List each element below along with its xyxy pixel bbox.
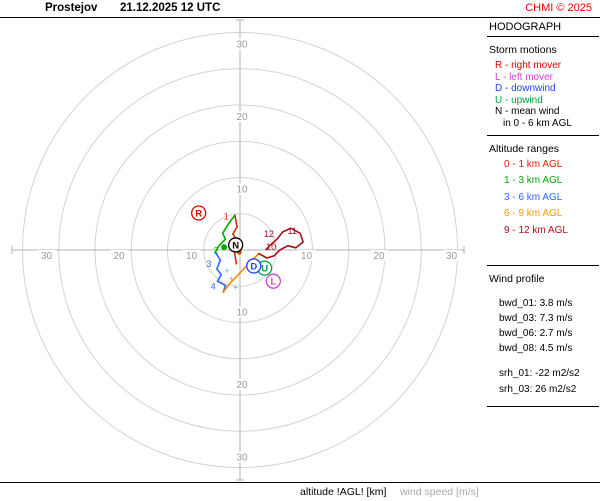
altitude-axis-label: altitude !AGL! [km] [300, 486, 387, 498]
ring-tick-label: 30 [236, 40, 248, 51]
info-panel: HODOGRAPH Storm motions R - right mover L… [487, 18, 599, 481]
header-bar: Prostejov 21.12.2025 12 UTC CHMI © 2025 [0, 0, 600, 18]
wind-speed-axis-label: wind speed [m/s] [400, 486, 479, 498]
ring-tick-label: 10 [301, 251, 313, 262]
bwd-value: bwd_01: 3.8 m/s [499, 298, 573, 309]
altitude-label: 11 [288, 226, 297, 236]
tick-label-bg [233, 451, 251, 463]
mean-wind-note: in 0 - 6 km AGL [503, 117, 572, 129]
altitude-label: 4 [211, 281, 216, 291]
ring-tick-label: 20 [373, 251, 385, 262]
srh-list: srh_01: -22 m2/s2 srh_03: 26 m2/s2 [487, 366, 599, 398]
tick-label-bg [37, 250, 56, 261]
ring-tick-label: 10 [236, 185, 248, 196]
altitude-label: 10 [266, 242, 276, 252]
srh-value: srh_01: -22 m2/s2 [499, 368, 580, 379]
tick-label-bg [233, 183, 251, 195]
storm-motions-list: R - right mover L - left mover D - downwin… [487, 60, 599, 118]
bwd-value: bwd_06: 2.7 m/s [499, 328, 573, 339]
ring-tick-label: 20 [113, 251, 125, 262]
bwd-list: bwd_01: 3.8 m/s bwd_03: 7.3 m/s bwd_06: 2.… [487, 296, 599, 356]
ring-tick-label: 30 [236, 453, 248, 464]
tick-label-bg [370, 250, 388, 261]
tick-label-bg [233, 38, 251, 50]
tick-label-bg [233, 306, 251, 318]
copyright-notice: CHMI © 2025 [525, 2, 592, 14]
wind-profile-heading: Wind profile [489, 273, 545, 285]
tick-label-bg [233, 111, 251, 122]
ring-tick-label: 10 [236, 308, 248, 319]
altitude-range-item: 6 - 9 km AGL [504, 208, 563, 219]
tick-label-bg [297, 250, 316, 261]
tick-label-bg [110, 250, 128, 261]
storm-marker-circle-r [191, 205, 207, 221]
storm-marker-letter-l: L [270, 277, 276, 288]
altitude-ranges-section: Altitude ranges 0 - 1 km AGL 1 - 3 km AGL… [487, 142, 599, 266]
storm-motion-item: D - downwind [495, 83, 556, 94]
storm-motions-heading: Storm motions [489, 44, 557, 56]
storm-marker-circle-l [265, 273, 282, 289]
station-name: Prostejov [45, 2, 98, 14]
plus-marker: + [233, 283, 238, 293]
storm-marker-letter-u: U [261, 264, 268, 275]
ring-tick-label: 10 [186, 251, 198, 262]
storm-marker-circle-d [246, 258, 262, 274]
wind-trace-segment [214, 214, 236, 253]
tick-label-bg [182, 250, 201, 261]
ring-tick-label: 30 [446, 251, 458, 262]
altitude-ranges-list: 0 - 1 km AGL 1 - 3 km AGL 3 - 6 km AGL 6 - … [487, 159, 599, 236]
plus-marker: + [224, 266, 229, 276]
storm-motions-section: Storm motions R - right mover L - left mo… [487, 44, 599, 136]
bwd-value: bwd_08: 4.5 m/s [499, 343, 573, 354]
altitude-label: 2 [214, 246, 219, 256]
observation-datetime: 21.12.2025 12 UTC [120, 2, 221, 14]
storm-marker-letter-d: D [250, 261, 257, 272]
altitude-label: 3 [206, 259, 211, 269]
trace-dot [221, 244, 228, 251]
footer-bar: altitude !AGL! [km] wind speed [m/s] [0, 482, 600, 501]
storm-motion-item: U - upwind [495, 94, 543, 106]
storm-motion-item: R - right mover [495, 60, 562, 71]
wind-trace-segment [258, 227, 304, 259]
bwd-value: bwd_03: 7.3 m/s [499, 313, 573, 324]
ring-tick-label: 30 [41, 251, 53, 262]
storm-marker-letter-n: N [232, 240, 239, 251]
ring-tick-label: 20 [236, 380, 248, 391]
srh-value: srh_03: 26 m2/s2 [499, 384, 577, 395]
altitude-label: 12 [264, 229, 274, 239]
panel-title: HODOGRAPH [487, 18, 599, 37]
storm-motion-item: N - mean wind [495, 106, 560, 117]
tick-label-bg [233, 379, 251, 390]
storm-marker-circle-n [227, 237, 244, 253]
wind-trace-segment [214, 251, 227, 293]
altitude-range-item: 9 - 12 km AGL [504, 224, 568, 236]
ring-tick-label: 20 [236, 112, 248, 123]
tick-label-bg [442, 250, 461, 261]
altitude-range-item: 3 - 6 km AGL [504, 191, 563, 203]
altitude-label: 1 [224, 212, 229, 222]
plus-marker: + [229, 274, 234, 284]
altitude-range-item: 0 - 1 km AGL [504, 158, 563, 170]
storm-motion-item: L - left mover [495, 71, 553, 83]
wind-profile-section: Wind profile bwd_01: 3.8 m/s bwd_03: 7.3 … [487, 273, 599, 407]
storm-marker-letter-r: R [195, 208, 202, 219]
altitude-ranges-heading: Altitude ranges [489, 142, 560, 155]
altitude-range-item: 1 - 3 km AGL [504, 175, 563, 186]
